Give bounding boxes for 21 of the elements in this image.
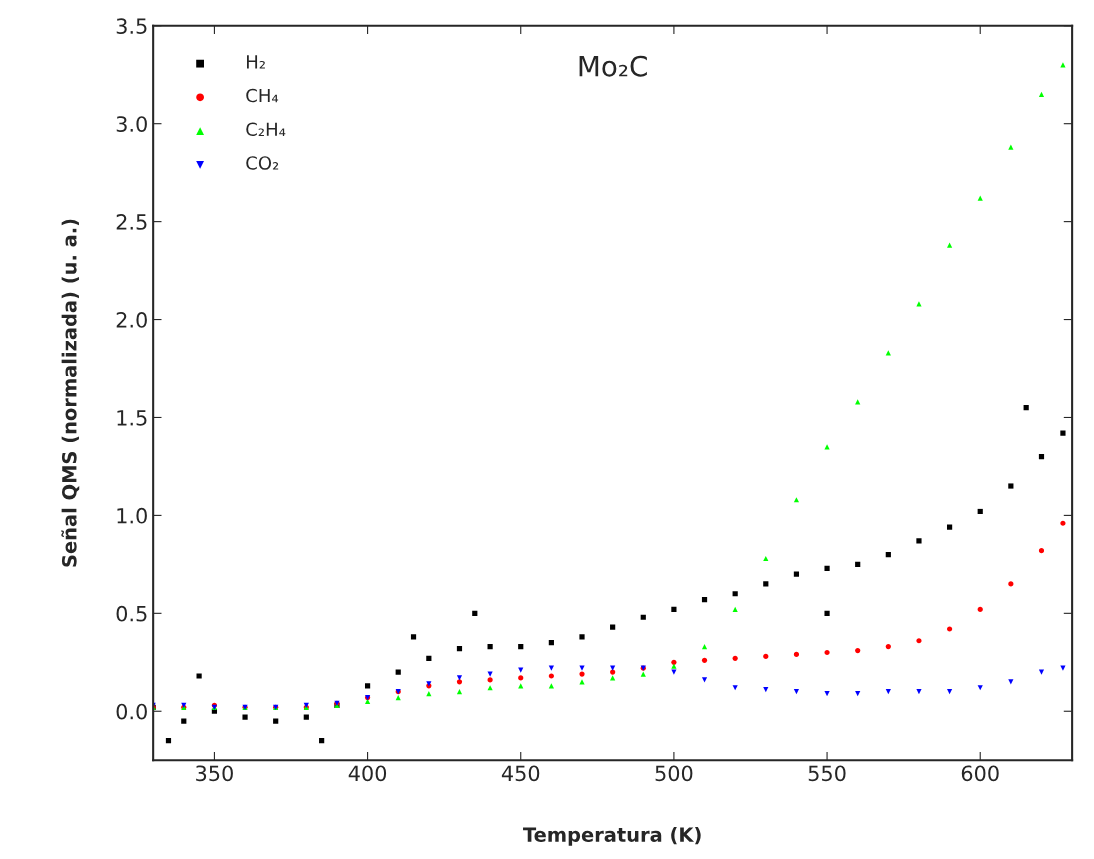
x-tick-label: 500	[655, 765, 693, 782]
y-axis-title: Señal QMS (normalizada) (u. a.)	[61, 219, 80, 567]
x-tick-label: 400	[348, 765, 387, 782]
legend-label: C₂H₄	[246, 122, 286, 137]
y-tick-label: 3.5	[116, 18, 147, 34]
y-tick-label: 3.0	[116, 116, 147, 132]
legend-label: CH₄	[246, 88, 279, 103]
legend-label: CO₂	[246, 156, 279, 170]
x-tick-label: 450	[501, 765, 540, 782]
text: Mo₂C	[579, 55, 647, 77]
x-tick-label: 600	[961, 765, 999, 782]
y-tick-label: 1.5	[117, 410, 147, 426]
y-tick-label: 1.0	[117, 507, 147, 524]
y-tick-label: 2.5	[116, 214, 147, 230]
x-axis-title: Temperatura (K)	[523, 826, 701, 846]
x-tick-label: 350	[196, 765, 233, 782]
y-tick-label: 2.0	[116, 312, 147, 328]
y-tick-label: 0.0	[116, 703, 147, 720]
y-tick-label: 0.5	[116, 605, 147, 622]
x-tick-label: 550	[808, 765, 846, 782]
legend-label: H₂	[247, 55, 265, 69]
